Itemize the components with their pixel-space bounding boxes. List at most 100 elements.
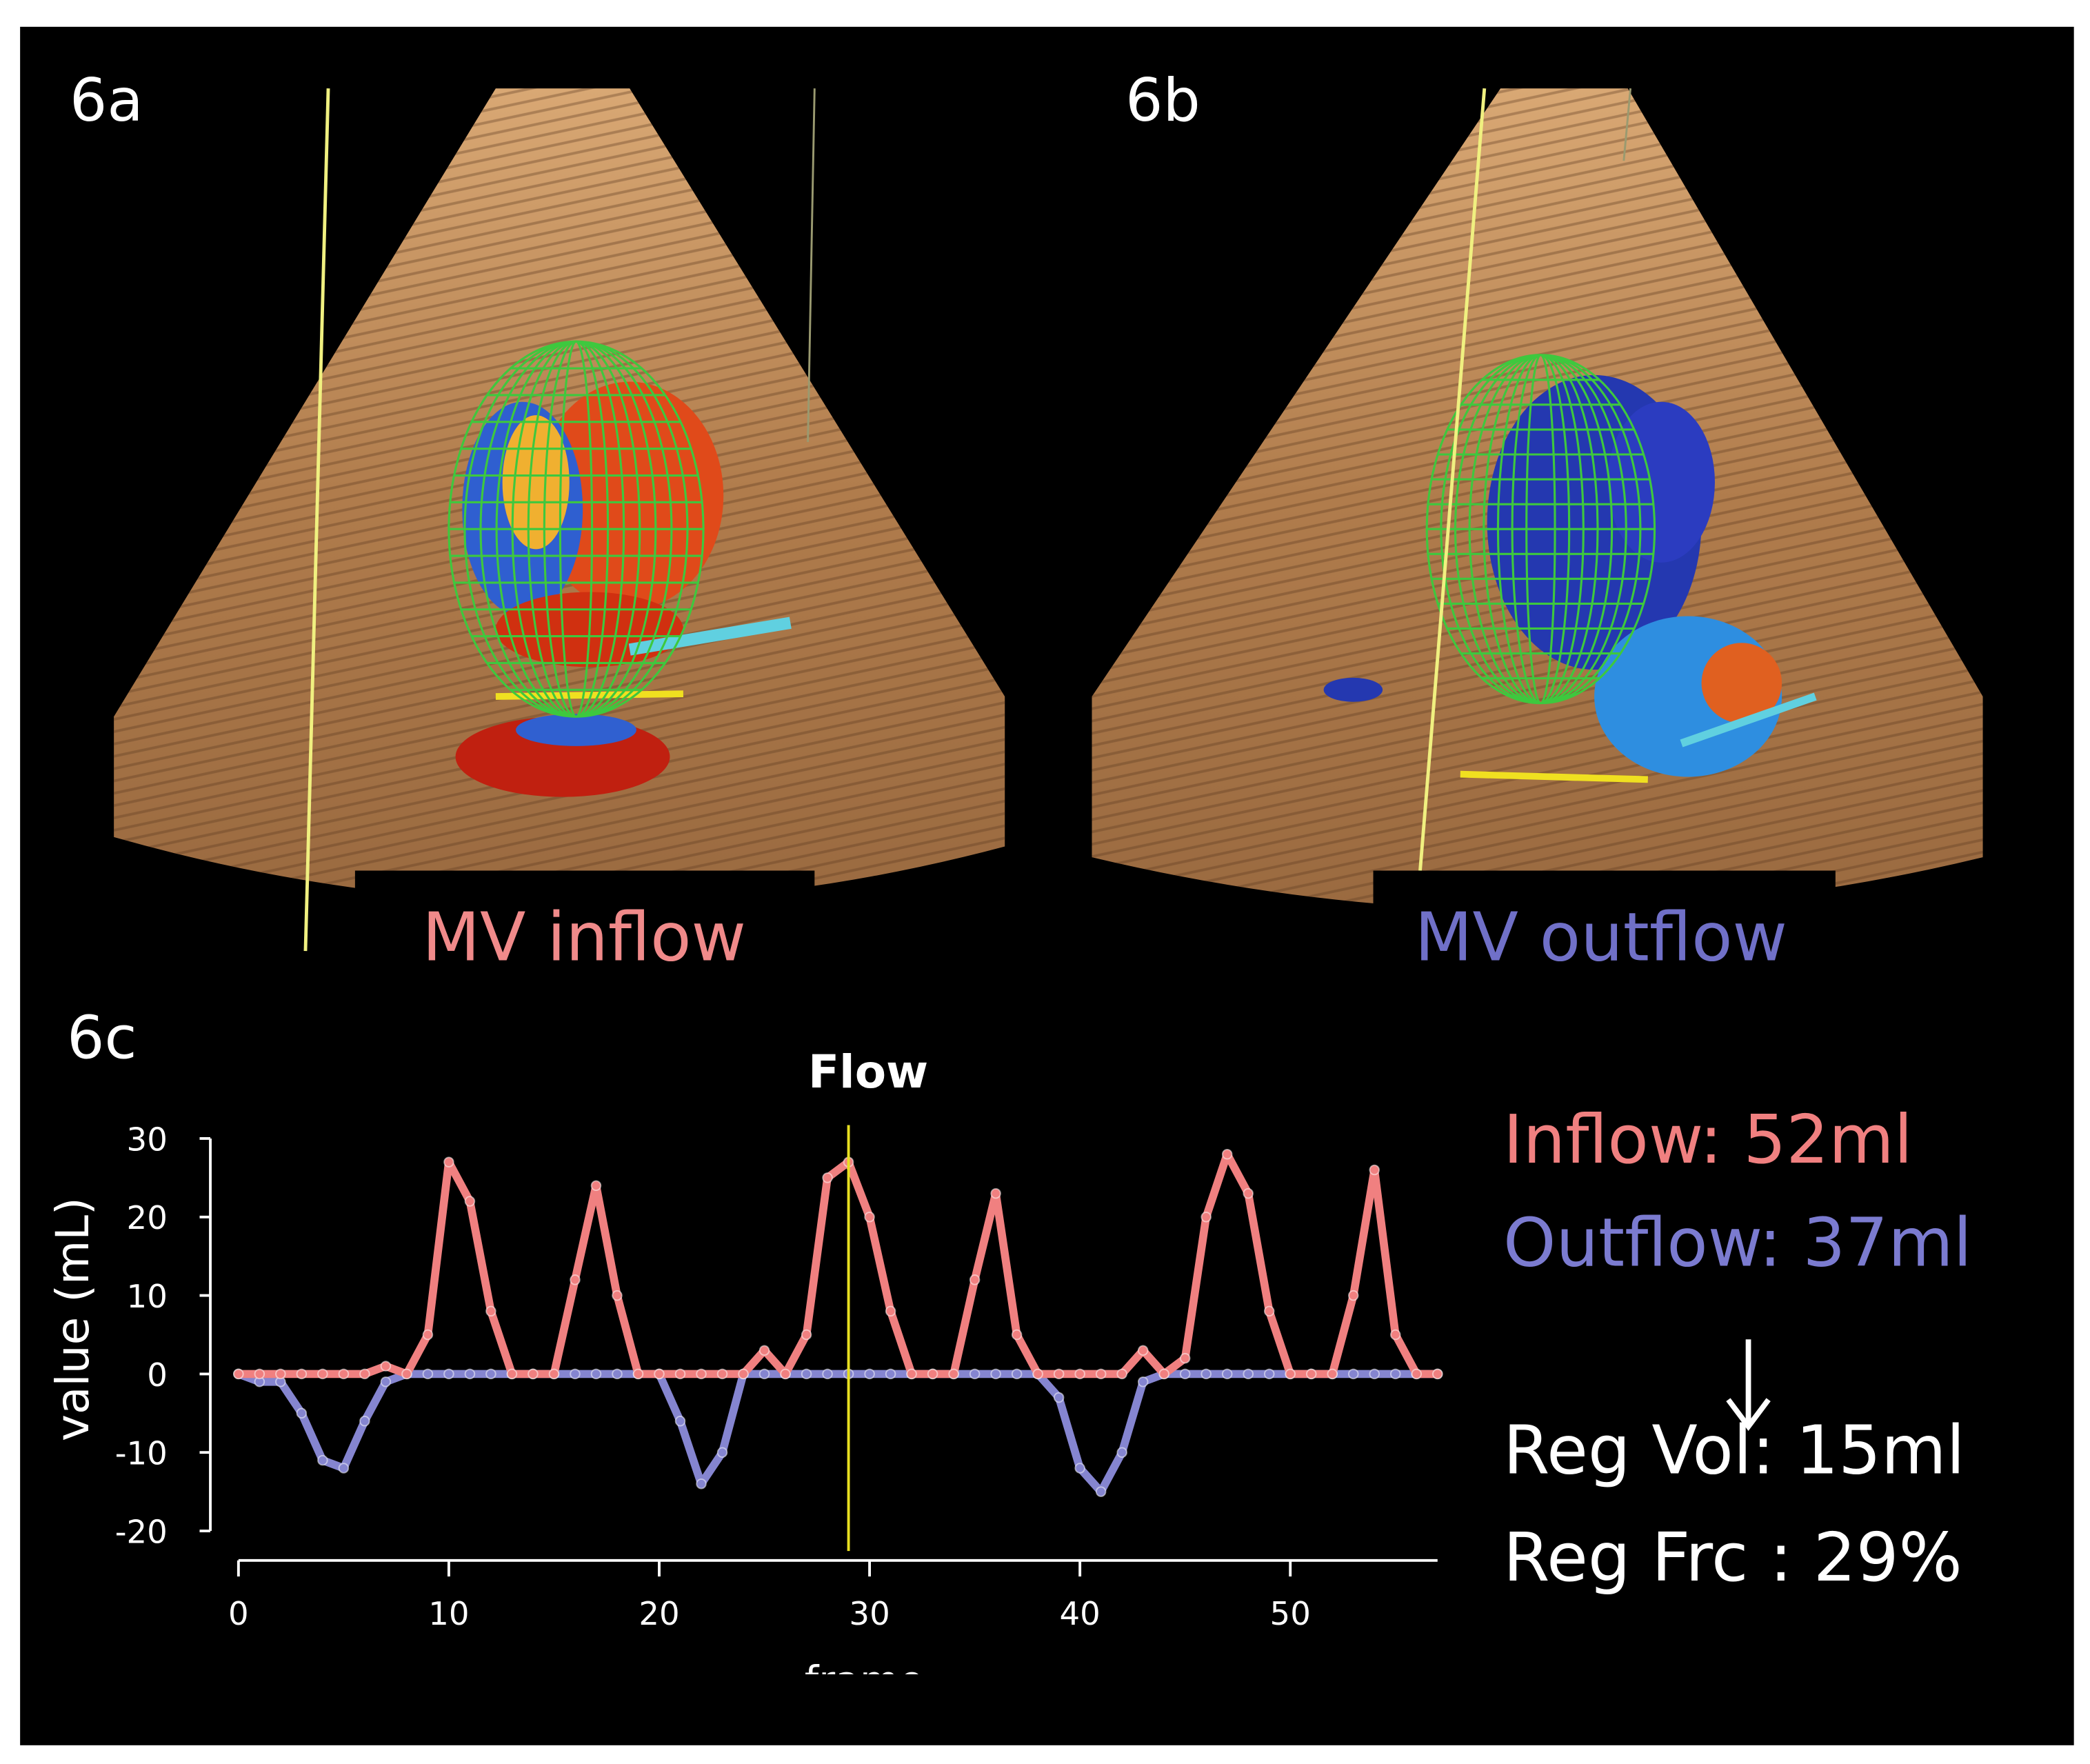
x-tick-label: 10	[428, 1595, 469, 1632]
data-point	[674, 1368, 686, 1380]
x-tick-label: 40	[1059, 1595, 1100, 1632]
y-tick-label: -20	[115, 1514, 168, 1551]
color-doppler	[1323, 374, 1817, 783]
data-point	[506, 1368, 518, 1380]
data-point	[1074, 1368, 1085, 1380]
frame-line	[1622, 88, 1632, 161]
data-point	[1074, 1463, 1085, 1474]
data-point	[359, 1415, 370, 1427]
data-point	[1158, 1368, 1169, 1380]
data-point	[380, 1361, 392, 1372]
data-point	[464, 1196, 476, 1207]
y-tick-label: 10	[127, 1278, 168, 1315]
data-point	[654, 1368, 665, 1380]
data-point	[317, 1368, 328, 1380]
annotation: Outflow: 37ml	[1503, 1203, 1972, 1281]
data-point	[254, 1368, 265, 1380]
data-point	[1116, 1447, 1127, 1458]
data-point	[969, 1274, 981, 1285]
caption-box	[1373, 870, 1836, 989]
data-point	[1411, 1368, 1423, 1380]
data-point	[338, 1463, 350, 1474]
data-point	[1369, 1368, 1380, 1380]
data-point	[1389, 1368, 1401, 1380]
data-point	[548, 1368, 560, 1380]
data-point	[485, 1305, 496, 1317]
arrow-head	[1726, 1398, 1771, 1432]
y-tick-label: 30	[127, 1121, 168, 1158]
data-point	[885, 1368, 896, 1380]
mesh-lines	[1425, 354, 1656, 705]
data-point	[1116, 1368, 1127, 1380]
data-point	[696, 1478, 707, 1490]
data-point	[716, 1368, 728, 1380]
data-point	[422, 1368, 434, 1380]
panel-label: 6c	[67, 1004, 137, 1072]
data-point	[864, 1368, 875, 1380]
data-point	[758, 1345, 770, 1356]
data-point	[1347, 1368, 1359, 1380]
y-axis-label: value (mL)	[46, 1197, 99, 1441]
data-point	[927, 1368, 938, 1380]
data-point	[1389, 1329, 1401, 1341]
data-point	[1200, 1211, 1212, 1223]
data-point	[1179, 1352, 1191, 1364]
wireframe-mesh	[1425, 354, 1656, 705]
data-point	[275, 1368, 286, 1380]
data-point	[590, 1180, 602, 1192]
data-point	[1137, 1345, 1149, 1356]
data-point	[443, 1156, 454, 1167]
data-point	[570, 1368, 581, 1380]
data-point	[590, 1368, 602, 1380]
data-point	[317, 1454, 328, 1466]
data-point	[612, 1368, 623, 1380]
cursor-line	[1418, 88, 1487, 871]
data-point	[822, 1172, 833, 1183]
data-point	[632, 1368, 644, 1380]
data-point	[1285, 1368, 1296, 1380]
data-point	[1369, 1164, 1380, 1176]
data-point	[527, 1368, 539, 1380]
data-point	[674, 1415, 686, 1427]
data-point	[464, 1368, 476, 1380]
data-point	[696, 1368, 707, 1380]
data-point	[738, 1368, 749, 1380]
x-axis-label: frame	[805, 1657, 924, 1704]
data-point	[969, 1368, 981, 1380]
data-point	[1347, 1290, 1359, 1301]
data-point	[612, 1290, 623, 1301]
data-point	[1263, 1305, 1275, 1317]
data-point	[1011, 1329, 1023, 1341]
data-point	[1263, 1368, 1275, 1380]
x-tick-label: 30	[849, 1595, 890, 1632]
data-point	[485, 1368, 496, 1380]
data-point	[296, 1407, 308, 1419]
annotation: Reg Vol: 15ml	[1503, 1412, 1965, 1490]
x-tick-label: 0	[228, 1595, 249, 1632]
caption-box	[354, 870, 815, 989]
data-point	[380, 1376, 392, 1387]
data-point	[906, 1368, 917, 1380]
data-point	[570, 1274, 581, 1285]
data-point	[422, 1329, 434, 1341]
data-point	[1137, 1376, 1149, 1387]
series-line	[238, 1150, 1438, 1379]
data-point	[1053, 1368, 1065, 1380]
y-tick-label: -10	[115, 1435, 168, 1472]
panel-caption: MV outflow	[1415, 899, 1787, 976]
y-tick-label: 0	[147, 1356, 168, 1394]
data-point	[1200, 1368, 1212, 1380]
data-point	[1243, 1368, 1254, 1380]
data-point	[1179, 1368, 1191, 1380]
data-point	[801, 1329, 812, 1341]
data-point	[296, 1368, 308, 1380]
x-tick-label: 20	[639, 1595, 679, 1632]
data-point	[716, 1447, 728, 1458]
annotation: Reg Frc : 29%	[1503, 1519, 1962, 1596]
data-point	[864, 1211, 875, 1223]
data-point	[1327, 1368, 1338, 1380]
data-point	[1053, 1392, 1065, 1403]
data-point	[401, 1368, 412, 1380]
